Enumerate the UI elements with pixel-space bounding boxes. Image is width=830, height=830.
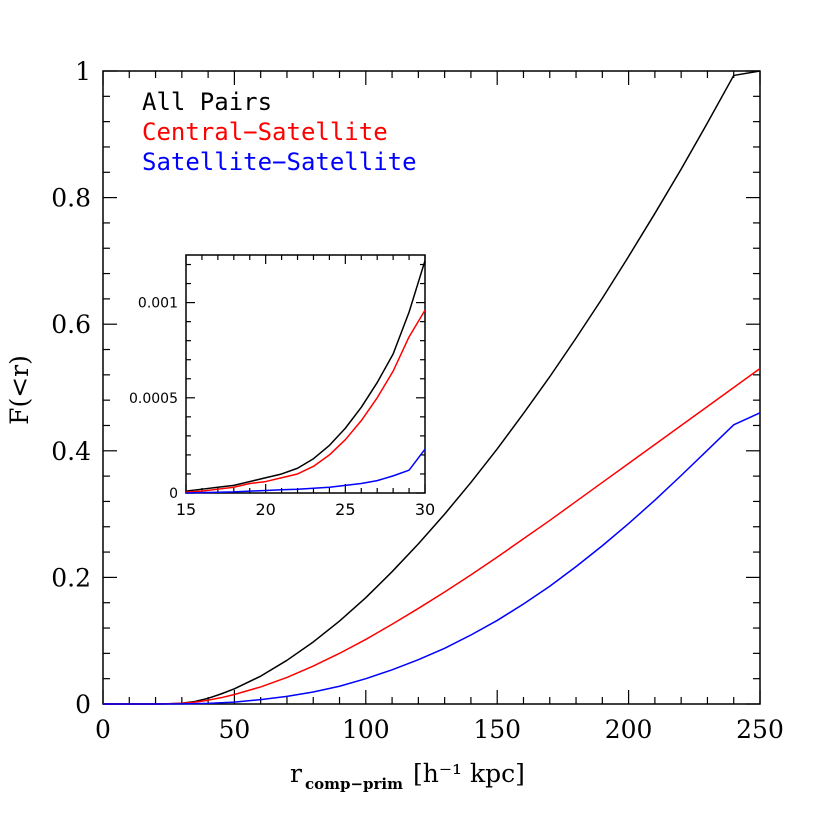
y-tick-label: 0.4 bbox=[51, 437, 91, 466]
inset-y-tick-labels: 0 0.0005 0.001 bbox=[129, 296, 178, 502]
x-tick-label: 100 bbox=[342, 715, 390, 744]
x-axis-label: r comp−prim [h⁻¹ kpc] bbox=[290, 759, 525, 793]
y-tick-label: 1 bbox=[75, 57, 91, 86]
inset-series-lines bbox=[185, 260, 426, 494]
series-line-2 bbox=[103, 412, 761, 705]
x-tick-label: 15 bbox=[176, 500, 196, 519]
x-tick-label: 30 bbox=[415, 500, 435, 519]
x-tick-label: 50 bbox=[218, 715, 250, 744]
x-axis-label-main: r bbox=[290, 759, 302, 788]
y-tick-label: 0.2 bbox=[51, 563, 91, 592]
y-tick-label: 0.8 bbox=[51, 184, 91, 213]
x-tick-label: 20 bbox=[255, 500, 275, 519]
inset-x-tick-labels: 15 20 25 30 bbox=[176, 500, 435, 519]
x-tick-label: 200 bbox=[605, 715, 653, 744]
y-tick-label: 0 bbox=[75, 690, 91, 719]
y-tick-label: 0.6 bbox=[51, 310, 91, 339]
y-tick-label: 0 bbox=[169, 486, 178, 502]
main-axis-ticks bbox=[102, 70, 761, 705]
legend-all-pairs: All Pairs bbox=[142, 88, 272, 116]
series-line-2 bbox=[185, 448, 426, 494]
main-series-lines bbox=[103, 70, 761, 705]
x-tick-label: 150 bbox=[473, 715, 521, 744]
x-tick-label: 250 bbox=[736, 715, 784, 744]
main-y-tick-labels: 0 0.2 0.4 0.6 0.8 1 bbox=[51, 57, 91, 719]
x-axis-label-subscript: comp−prim bbox=[305, 775, 403, 793]
y-axis-label: F(<r) bbox=[5, 355, 34, 425]
y-tick-label: 0.0005 bbox=[129, 391, 178, 407]
legend: All Pairs Central−Satellite Satellite−Sa… bbox=[142, 88, 417, 176]
series-line-1 bbox=[103, 367, 761, 705]
x-tick-label: 25 bbox=[335, 500, 355, 519]
x-tick-label: 0 bbox=[95, 715, 111, 744]
main-plot-frame bbox=[102, 70, 761, 705]
x-axis-label-units: [h⁻¹ kpc] bbox=[413, 759, 525, 788]
series-line-0 bbox=[185, 260, 426, 492]
legend-central-satellite: Central−Satellite bbox=[142, 118, 388, 146]
legend-satellite-satellite: Satellite−Satellite bbox=[142, 148, 417, 176]
y-tick-label: 0.001 bbox=[138, 296, 178, 312]
inset-plot-frame bbox=[185, 254, 426, 494]
series-line-1 bbox=[185, 309, 426, 493]
inset-background bbox=[186, 255, 425, 493]
main-x-tick-labels: 0 50 100 150 200 250 bbox=[95, 715, 784, 744]
